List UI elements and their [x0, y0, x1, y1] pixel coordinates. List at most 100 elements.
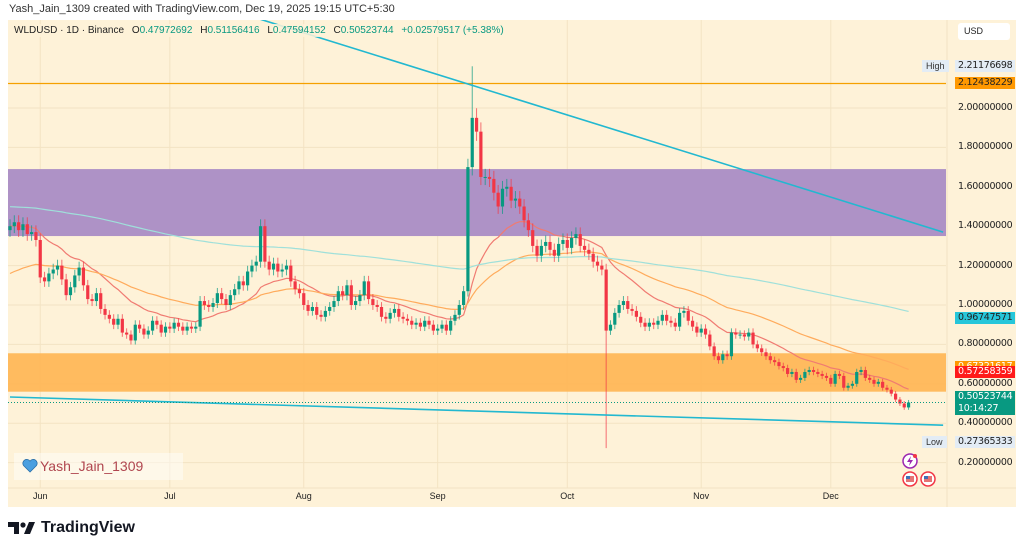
candle-body	[397, 308, 401, 317]
candle	[600, 259, 604, 276]
candle-body	[315, 306, 319, 315]
candle	[271, 257, 276, 276]
candle	[176, 318, 181, 332]
candle	[548, 235, 552, 257]
candle	[755, 340, 759, 353]
candle-body	[660, 314, 664, 321]
price-tick-label: 1.00000000	[958, 299, 1013, 310]
candle	[215, 287, 219, 309]
candle	[99, 287, 103, 314]
chart-frame[interactable]	[8, 20, 1016, 507]
candle-body	[531, 230, 535, 246]
support-zone	[8, 353, 946, 392]
candle-body	[500, 188, 505, 207]
candle	[103, 304, 107, 320]
high-label: H	[200, 25, 208, 36]
candle-body	[86, 285, 90, 300]
candle	[358, 289, 362, 307]
candle-body	[120, 318, 124, 333]
candle	[112, 314, 116, 330]
candle-body	[729, 332, 734, 357]
candle-body	[77, 267, 81, 276]
candle	[656, 316, 660, 330]
candle	[163, 322, 168, 337]
candle	[829, 374, 833, 387]
candle-body	[410, 320, 414, 325]
candle	[280, 263, 284, 278]
candle	[552, 243, 556, 262]
candle	[695, 322, 699, 337]
candle-body	[271, 263, 276, 270]
candle-body	[125, 332, 129, 335]
candle-body	[349, 285, 353, 305]
candle-body	[747, 332, 751, 337]
candle-body	[345, 285, 349, 296]
candle	[68, 281, 73, 301]
candle	[21, 217, 25, 237]
candle-body	[224, 299, 228, 305]
low-label: L	[267, 25, 273, 36]
candle	[604, 263, 608, 449]
candle	[496, 184, 500, 214]
candle	[773, 356, 777, 366]
candle	[647, 318, 651, 332]
candle	[690, 316, 695, 332]
candle	[544, 235, 548, 253]
candle	[565, 233, 569, 255]
candle-body	[17, 222, 21, 231]
candle-body	[336, 291, 340, 302]
candle	[760, 344, 764, 357]
candle	[824, 372, 829, 381]
time-tick-label: Nov	[693, 491, 710, 501]
symbol-info[interactable]: WLDUSD · 1D · Binance	[14, 25, 125, 36]
candle	[423, 316, 427, 332]
brand-name: TradingView	[41, 519, 135, 536]
candle	[302, 287, 306, 310]
candle-body	[518, 198, 522, 207]
candle	[341, 285, 345, 301]
symbol-legend: WLDUSD · 1D · Binance O0.47972692 H0.511…	[12, 24, 506, 37]
candle-body	[738, 334, 742, 336]
candle-body	[198, 301, 202, 327]
us-event-icon[interactable]	[920, 471, 936, 487]
candle	[833, 370, 837, 387]
tradingview-logo[interactable]: TradingView	[8, 519, 135, 537]
candle-body	[695, 326, 699, 333]
candle-body	[150, 320, 155, 331]
candle-body	[513, 198, 518, 201]
us-event-icon[interactable]	[902, 471, 918, 487]
candle	[388, 308, 392, 324]
candle-body	[38, 239, 42, 278]
candle	[289, 259, 293, 287]
candle	[837, 370, 842, 380]
candle-body	[375, 305, 379, 307]
time-tick-label: Jul	[164, 491, 176, 501]
candle-body	[626, 301, 630, 309]
candle-body	[881, 381, 885, 388]
candle-body	[777, 362, 781, 367]
candle-body	[570, 238, 574, 248]
candle	[150, 316, 155, 335]
candle	[591, 247, 595, 268]
candle	[608, 320, 613, 335]
lightning-icon[interactable]	[902, 453, 918, 469]
candle	[699, 324, 703, 337]
candle-body	[539, 245, 543, 256]
currency-button[interactable]: USD	[958, 23, 1010, 40]
candle	[336, 285, 340, 307]
candle-body	[133, 324, 137, 341]
candle	[133, 320, 137, 345]
candle-body	[163, 326, 168, 333]
candle-body	[258, 226, 263, 262]
candle	[362, 275, 366, 301]
candle	[712, 342, 716, 360]
candle-body	[764, 352, 768, 357]
candle-body	[138, 324, 142, 329]
candle-body	[820, 373, 824, 376]
candle-body	[682, 310, 686, 313]
candle	[86, 279, 90, 305]
candle	[483, 168, 487, 186]
candle-body	[842, 375, 846, 388]
candle-body	[760, 348, 764, 353]
